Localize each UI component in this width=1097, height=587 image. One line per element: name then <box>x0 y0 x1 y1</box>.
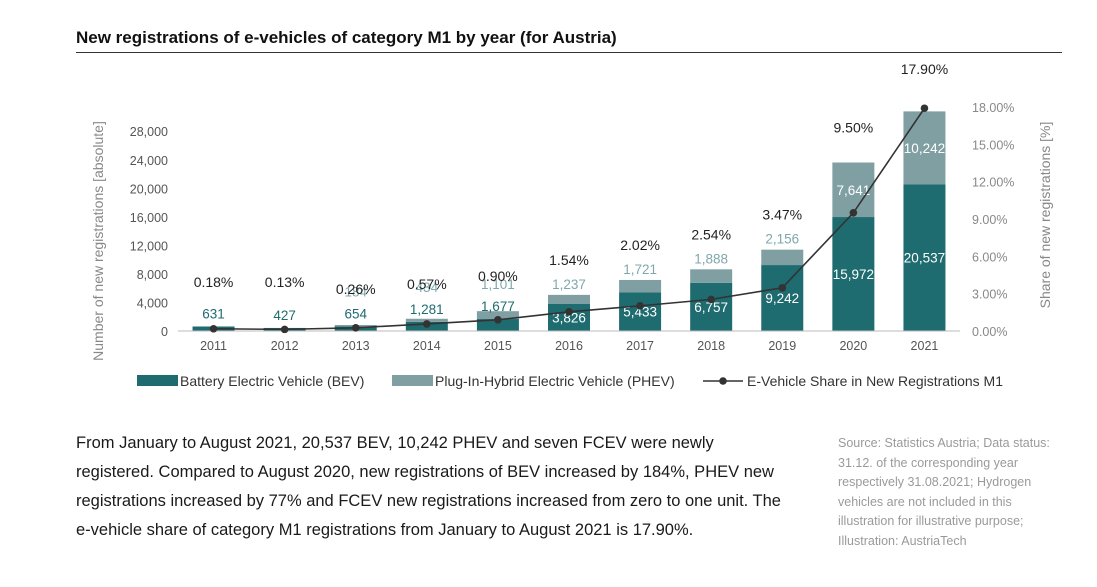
y-tick-label: 20,000 <box>130 182 168 196</box>
share-value-label: 0.26% <box>336 281 376 297</box>
chart-title: New registrations of e-vehicles of categ… <box>76 28 617 47</box>
y-tick-label: 16,000 <box>130 211 168 225</box>
y2-tick-label: 15.00% <box>972 138 1014 152</box>
share-point <box>636 302 644 310</box>
bev-value-label: 9,242 <box>765 291 799 306</box>
phev-value-label: 10,242 <box>904 141 945 156</box>
share-point <box>280 325 289 334</box>
share-point <box>494 316 502 324</box>
share-value-label: 1.54% <box>549 252 589 268</box>
y2-tick-label: 18.00% <box>972 101 1014 115</box>
y-tick-label: 8,000 <box>137 268 168 282</box>
share-point <box>778 284 787 292</box>
phev-value-label: 434 <box>416 280 439 295</box>
source-note: Source: Statistics Austria; Data status:… <box>838 436 1050 548</box>
share-point <box>351 323 360 332</box>
phev-bar <box>690 269 733 283</box>
phev-bar <box>619 279 662 293</box>
share-point <box>423 320 431 328</box>
share-value-label: 0.57% <box>407 276 447 292</box>
legend-share-marker <box>719 377 727 385</box>
x-tick-label: 2018 <box>697 339 725 353</box>
y2-axis-title: Share of new registrations [%] <box>1037 122 1053 309</box>
phev-bar <box>761 249 804 266</box>
x-tick-label: 2019 <box>768 339 796 353</box>
bev-bar <box>690 282 733 331</box>
phev-value-label: 2,156 <box>765 232 799 247</box>
share-value-label: 0.13% <box>265 274 305 290</box>
share-value-label: 0.18% <box>194 274 234 290</box>
share-value-label: 17.90% <box>901 61 948 77</box>
share-point <box>920 104 929 113</box>
y-axis-title: Number of new registrations [absolute] <box>90 121 106 361</box>
share-value-label: 0.90% <box>478 268 518 284</box>
phev-value-label: 184 <box>344 284 367 299</box>
y2-tick-label: 6.00% <box>972 250 1007 264</box>
share-value-label: 3.47% <box>762 207 802 223</box>
phev-value-label: 1,237 <box>552 277 586 292</box>
bev-bar <box>619 292 662 331</box>
body-paragraph: From January to August 2021, 20,537 BEV,… <box>76 434 781 539</box>
bev-value-label: 654 <box>344 306 367 321</box>
legend-phev-swatch <box>392 375 433 386</box>
bev-value-label: 1,281 <box>410 302 444 317</box>
share-point <box>849 208 858 217</box>
title-divider <box>76 52 1062 53</box>
y2-tick-label: 9.00% <box>972 213 1007 227</box>
legend-bev-swatch <box>137 375 178 386</box>
bev-bar <box>476 319 519 331</box>
share-value-label: 2.02% <box>620 237 660 253</box>
x-tick-label: 2014 <box>413 339 441 353</box>
bev-value-label: 6,757 <box>694 300 728 315</box>
y2-tick-label: 3.00% <box>972 288 1007 302</box>
share-value-label: 2.54% <box>691 226 731 242</box>
phev-bar <box>476 311 519 320</box>
bev-value-label: 15,972 <box>833 267 874 282</box>
bev-value-label: 1,677 <box>481 299 515 314</box>
y-tick-label: 24,000 <box>130 154 168 168</box>
y-tick-label: 12,000 <box>130 239 168 253</box>
bev-bar <box>832 217 875 331</box>
bev-bar <box>903 184 946 331</box>
share-point <box>209 324 218 333</box>
registrations-chart: 0 4,000 8,000 12,000 16,000 20,000 24,000 28,00… <box>90 61 1053 389</box>
phev-bar <box>548 294 590 304</box>
x-tick-label: 2012 <box>271 339 299 353</box>
share-point <box>565 308 573 316</box>
x-tick-label: 2017 <box>626 339 654 353</box>
legend-share-label: E-Vehicle Share in New Registrations M1 <box>747 373 1003 389</box>
phev-value-label: 1,888 <box>694 251 728 266</box>
bev-bar <box>761 265 804 331</box>
x-tick-label: 2011 <box>200 339 227 353</box>
y2-tick-label: 12.00% <box>972 176 1014 190</box>
x-tick-label: 2020 <box>839 339 867 353</box>
phev-value-label: 1,721 <box>623 262 657 277</box>
legend-phev-label: Plug-In-Hybrid Electric Vehicle (PHEV) <box>435 373 675 389</box>
y2-tick-label: 0.00% <box>972 325 1007 339</box>
bev-value-label: 20,537 <box>904 251 945 266</box>
y-tick-label: 28,000 <box>130 125 168 139</box>
x-tick-label: 2013 <box>342 339 370 353</box>
phev-value-label: 1,101 <box>481 277 515 292</box>
phev-bar <box>832 162 875 218</box>
y-tick-label: 0 <box>161 325 168 339</box>
bev-value-label: 631 <box>202 306 225 321</box>
x-tick-label: 2016 <box>555 339 583 353</box>
legend-bev-label: Battery Electric Vehicle (BEV) <box>180 373 364 389</box>
bev-value-label: 427 <box>273 308 296 323</box>
bev-value-label: 3,826 <box>552 310 586 325</box>
share-value-label: 9.50% <box>834 120 874 136</box>
y-tick-label: 4,000 <box>137 296 168 310</box>
bev-value-label: 5,433 <box>623 305 657 320</box>
phev-value-label: 7,641 <box>836 183 870 198</box>
phev-bar <box>903 111 946 185</box>
x-tick-label: 2021 <box>911 339 939 353</box>
share-point <box>707 295 715 304</box>
x-tick-label: 2015 <box>484 339 512 353</box>
